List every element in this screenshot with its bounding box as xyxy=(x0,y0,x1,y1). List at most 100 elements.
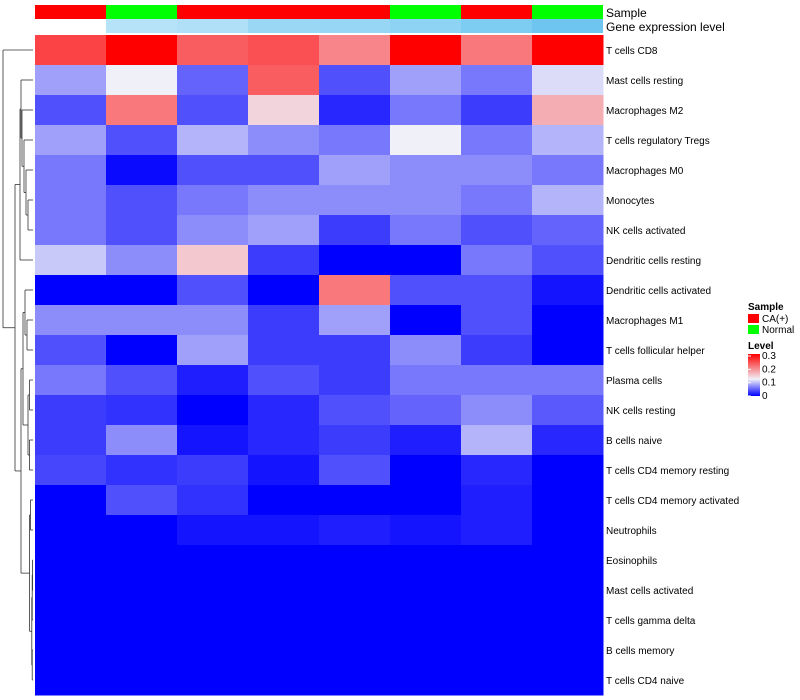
heatmap-cell xyxy=(461,125,533,156)
heatmap-cell xyxy=(106,185,178,216)
heatmap-cell xyxy=(177,455,249,486)
legend: Sample CA(+)Normal Level 0.3 0.2 0.1 0 xyxy=(748,302,794,402)
heatmap-cell xyxy=(35,425,107,456)
heatmap-cell xyxy=(390,485,462,516)
heatmap-cell xyxy=(319,515,391,546)
heatmap-cell xyxy=(319,575,391,606)
level-tick-label: 0.3 xyxy=(762,351,776,362)
heatmap-cell xyxy=(35,485,107,516)
heatmap-cell xyxy=(461,605,533,636)
heatmap-cell xyxy=(106,395,178,426)
heatmap-cell xyxy=(390,35,462,66)
row-label: T cells CD4 memory resting xyxy=(606,466,729,477)
heatmap-cell xyxy=(461,395,533,426)
heatmap-cell xyxy=(390,545,462,576)
row-label: T cells CD4 memory activated xyxy=(606,496,739,507)
heatmap-cell xyxy=(106,515,178,546)
heatmap-cell xyxy=(106,275,178,306)
heatmap-cell xyxy=(461,155,533,186)
heatmap-cell xyxy=(532,335,604,366)
heatmap-cell xyxy=(248,395,320,426)
heatmap-cell xyxy=(461,635,533,666)
sample-legend-title: Sample xyxy=(748,302,784,313)
heatmap-cell xyxy=(35,215,107,246)
heatmap-cell xyxy=(248,545,320,576)
heatmap-cell xyxy=(35,245,107,276)
level-colorbar xyxy=(748,354,760,396)
sample-annotation-cell xyxy=(461,5,532,19)
heatmap-cell xyxy=(35,635,107,666)
heatmap-cell xyxy=(35,605,107,636)
row-label: Macrophages M1 xyxy=(606,316,684,327)
heatmap-cell xyxy=(390,635,462,666)
level-legend-title: Level xyxy=(748,341,774,352)
heatmap-cell xyxy=(248,215,320,246)
heatmap-cell xyxy=(177,185,249,216)
heatmap-cell xyxy=(177,275,249,306)
heatmap-cell xyxy=(177,515,249,546)
heatmap-cell xyxy=(248,185,320,216)
heatmap-cell xyxy=(35,335,107,366)
heatmap-cell xyxy=(35,275,107,306)
gene-expression-annotation-cell xyxy=(248,19,319,33)
level-tick-label: 0.1 xyxy=(762,378,776,389)
heatmap-cell xyxy=(532,575,604,606)
row-label: Dendritic cells activated xyxy=(606,286,711,297)
heatmap-cell xyxy=(390,185,462,216)
heatmap-cell xyxy=(390,425,462,456)
heatmap-cell xyxy=(177,545,249,576)
gene-expression-annotation-cell xyxy=(319,19,390,33)
heatmap-cell xyxy=(319,215,391,246)
heatmap-cell xyxy=(461,65,533,96)
row-label: Plasma cells xyxy=(606,376,662,387)
heatmap-cell xyxy=(177,305,249,336)
heatmap-cell xyxy=(390,515,462,546)
row-label: Neutrophils xyxy=(606,526,657,537)
row-label: Monocytes xyxy=(606,196,654,207)
heatmap-cell xyxy=(106,605,178,636)
row-label: Macrophages M0 xyxy=(606,166,684,177)
heatmap-cell xyxy=(319,35,391,66)
heatmap-cell xyxy=(532,275,604,306)
heatmap-cell xyxy=(248,125,320,156)
heatmap-cell xyxy=(532,65,604,96)
heatmap-cell xyxy=(248,275,320,306)
row-label: T cells gamma delta xyxy=(606,616,696,627)
heatmap-cell xyxy=(319,185,391,216)
heatmap-cell xyxy=(248,575,320,606)
heatmap-cell xyxy=(390,275,462,306)
heatmap-cell xyxy=(35,515,107,546)
heatmap-cell xyxy=(35,395,107,426)
heatmap-cell xyxy=(177,65,249,96)
gene-expression-annotation-cell xyxy=(106,19,177,33)
heatmap-cell xyxy=(532,635,604,666)
heatmap-cell xyxy=(177,155,249,186)
heatmap-cell xyxy=(177,605,249,636)
heatmap-cell xyxy=(248,245,320,276)
heatmap-cell xyxy=(35,575,107,606)
heatmap-cell xyxy=(390,395,462,426)
heatmap-cell xyxy=(106,545,178,576)
heatmap-cell xyxy=(106,335,178,366)
sample-legend-entries: CA(+)Normal xyxy=(748,314,794,336)
heatmap-cell xyxy=(177,335,249,366)
heatmap-cell xyxy=(532,395,604,426)
heatmap-cell xyxy=(177,425,249,456)
heatmap-cell xyxy=(248,65,320,96)
heatmap-cell xyxy=(106,65,178,96)
heatmap-cell xyxy=(319,665,391,696)
heatmap-cell xyxy=(461,485,533,516)
gene-expression-annotation-cell xyxy=(461,19,532,33)
sample-annotation-cell xyxy=(319,5,390,19)
row-label: T cells regulatory Tregs xyxy=(606,136,710,147)
heatmap-cell xyxy=(106,155,178,186)
heatmap-cell xyxy=(248,155,320,186)
heatmap-cell xyxy=(532,35,604,66)
heatmap-cell xyxy=(248,425,320,456)
row-label: Eosinophils xyxy=(606,556,657,567)
heatmap-cell xyxy=(532,215,604,246)
heatmap-cell xyxy=(390,65,462,96)
row-label: Macrophages M2 xyxy=(606,106,684,117)
annotation-bars xyxy=(35,5,603,33)
